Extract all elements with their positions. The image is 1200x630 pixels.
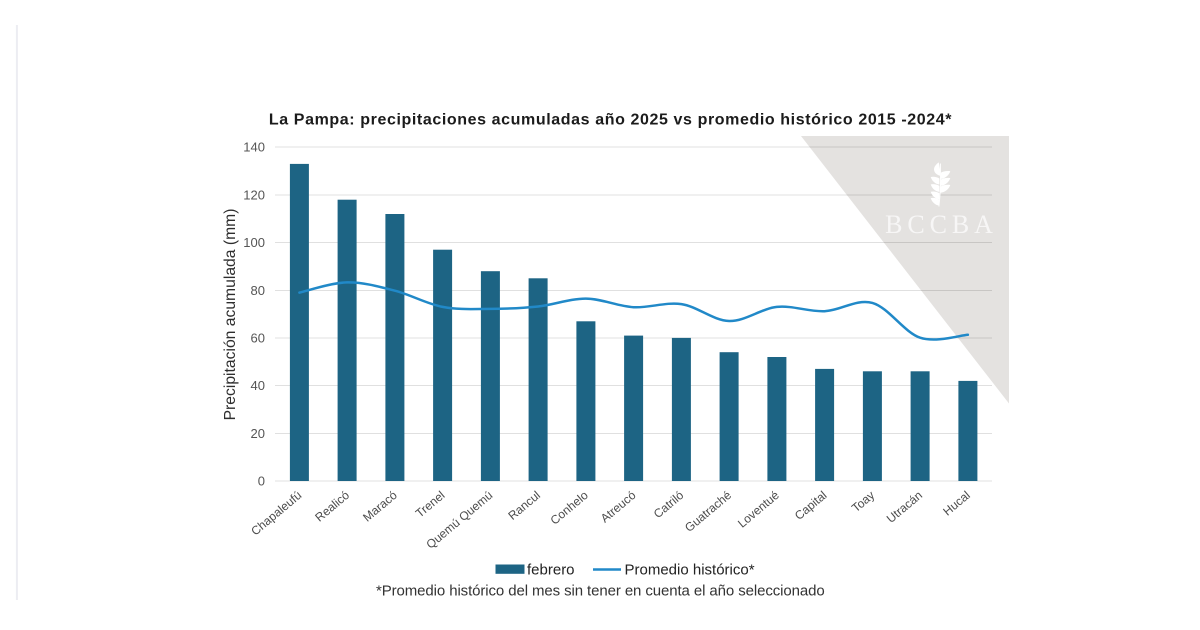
svg-text:Promedio histórico*: Promedio histórico*	[625, 562, 755, 579]
svg-text:Maracó: Maracó	[360, 488, 400, 525]
svg-text:Catriló: Catriló	[651, 488, 687, 521]
svg-text:La Pampa: precipitaciones acum: La Pampa: precipitaciones acumuladas año…	[269, 112, 952, 129]
svg-text:*Promedio histórico del mes si: *Promedio histórico del mes sin tener en…	[376, 583, 825, 600]
svg-text:Precipitación acumulada (mm): Precipitación acumulada (mm)	[222, 209, 239, 421]
svg-text:100: 100	[243, 235, 265, 250]
svg-text:Utracán: Utracán	[884, 488, 925, 526]
svg-text:Trenel: Trenel	[413, 488, 448, 520]
svg-text:Guatraché: Guatraché	[682, 488, 734, 535]
svg-text:140: 140	[243, 140, 265, 155]
svg-text:Rancul: Rancul	[505, 488, 543, 523]
svg-text:febrero: febrero	[527, 562, 575, 579]
svg-text:Chapaleufú: Chapaleufú	[248, 488, 304, 538]
svg-text:Realicó: Realicó	[312, 488, 352, 525]
svg-text:Atreucó: Atreucó	[598, 488, 639, 526]
svg-text:Conhelo: Conhelo	[548, 488, 591, 528]
svg-text:Capital: Capital	[792, 488, 830, 523]
svg-text:Hucal: Hucal	[940, 488, 973, 518]
svg-text:BCCBA: BCCBA	[885, 210, 998, 239]
svg-text:40: 40	[251, 378, 265, 393]
svg-text:120: 120	[243, 187, 265, 202]
svg-text:Toay: Toay	[849, 488, 877, 515]
svg-text:Loventué: Loventué	[735, 488, 782, 531]
svg-text:80: 80	[251, 283, 265, 298]
svg-text:0: 0	[258, 474, 265, 489]
svg-text:60: 60	[251, 330, 265, 345]
svg-text:20: 20	[251, 426, 265, 441]
